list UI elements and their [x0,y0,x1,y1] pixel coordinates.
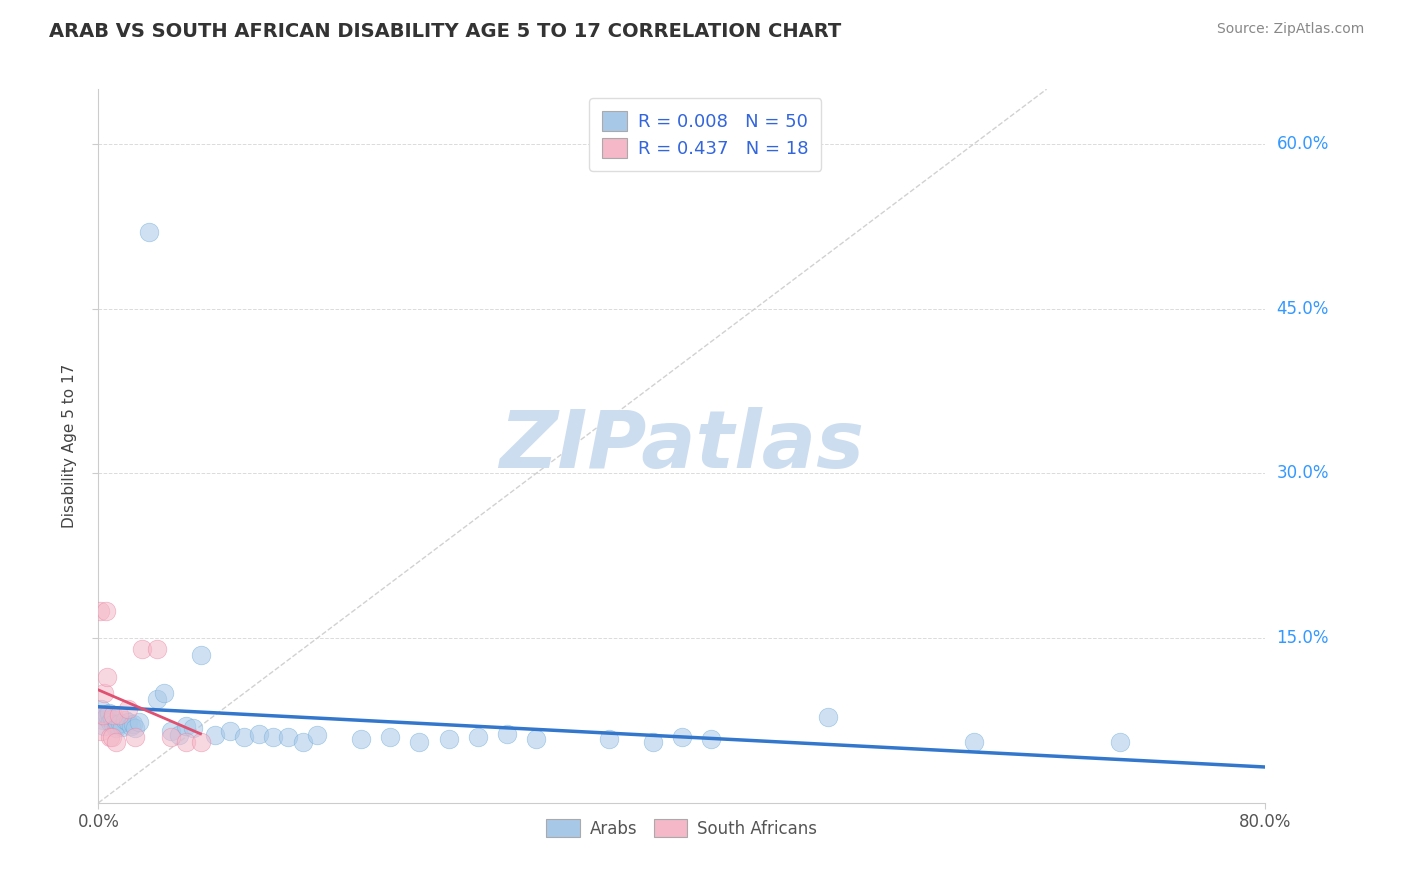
Point [262,730,284,744]
Point [94,604,117,618]
Point [94,710,117,724]
Point [104,735,127,749]
Point [167,728,190,742]
Point [96,708,118,723]
Point [437,732,460,747]
Point [96,669,118,683]
Point [108,708,131,723]
Point [218,724,240,739]
Point [98,714,121,729]
Text: 60.0%: 60.0% [1277,135,1329,153]
Text: 15.0%: 15.0% [1277,629,1329,647]
Point [496,726,519,740]
Point [93,686,115,700]
Point [117,714,139,729]
Point [101,716,124,731]
Point [110,715,132,730]
Point [105,718,128,732]
Text: ARAB VS SOUTH AFRICAN DISABILITY AGE 5 TO 17 CORRELATION CHART: ARAB VS SOUTH AFRICAN DISABILITY AGE 5 T… [49,22,841,41]
Point [89,604,111,618]
Point [524,732,547,747]
Point [91,708,114,723]
Point [700,732,723,747]
Point [117,702,139,716]
Point [291,735,314,749]
Point [671,730,693,744]
Point [90,724,112,739]
Point [111,720,134,734]
Point [138,225,160,239]
Point [1108,735,1130,749]
Point [181,721,204,735]
Point [146,691,169,706]
Y-axis label: Disability Age 5 to 17: Disability Age 5 to 17 [62,364,77,528]
Point [153,686,176,700]
Point [97,706,120,720]
Text: ZIPatlas: ZIPatlas [499,407,865,485]
Point [100,730,122,744]
Point [467,730,489,744]
Point [98,730,121,744]
Point [380,730,402,744]
Legend: Arabs, South Africans: Arabs, South Africans [540,813,824,845]
Point [89,708,111,723]
Point [277,730,299,744]
Point [146,642,169,657]
Point [90,702,112,716]
Point [598,732,620,747]
Point [124,721,146,735]
Point [350,732,373,747]
Point [247,726,270,740]
Point [174,719,197,733]
Point [160,724,183,739]
Point [124,730,146,744]
Point [114,714,136,728]
Point [100,712,122,726]
Point [641,735,664,749]
Point [307,728,329,742]
Point [101,708,124,723]
Text: 30.0%: 30.0% [1277,465,1329,483]
Point [93,719,115,733]
Text: Source: ZipAtlas.com: Source: ZipAtlas.com [1216,22,1364,37]
Point [408,735,430,749]
Point [190,735,212,749]
Point [817,710,839,724]
Point [233,730,256,744]
Point [128,714,150,729]
Point [204,728,226,742]
Point [160,730,183,744]
Text: 45.0%: 45.0% [1277,300,1329,318]
Point [174,735,197,749]
Point [190,648,212,662]
Point [120,719,142,733]
Point [104,721,127,735]
Point [962,735,984,749]
Point [122,716,145,731]
Point [131,642,153,657]
Point [91,714,114,728]
